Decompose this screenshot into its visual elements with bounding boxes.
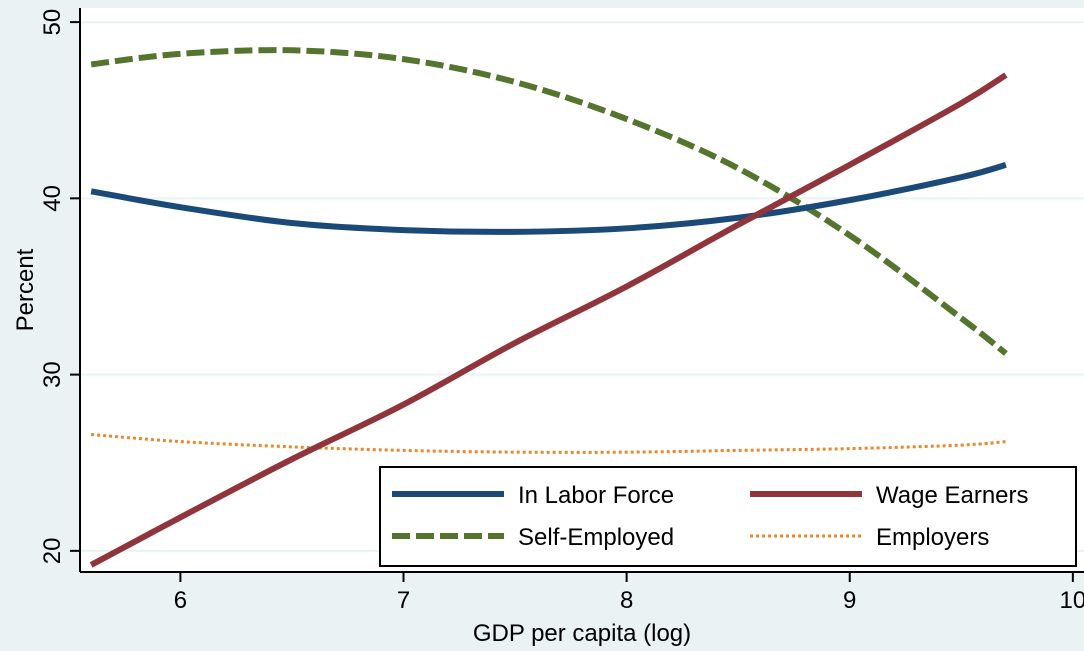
x-tick-label: 6 — [174, 587, 187, 614]
legend-label-employers: Employers — [876, 524, 989, 551]
series-lines — [89, 47, 1008, 568]
y-axis-title: Percent — [12, 248, 39, 331]
legend: In Labor Force Wage Earners Self-Employed E… — [379, 466, 1077, 567]
legend-box — [379, 466, 1077, 567]
y-tick-label: 20 — [39, 537, 66, 564]
legend-label-self-employed: Self-Employed — [518, 524, 674, 551]
legend-label-wage-earners: Wage Earners — [876, 482, 1029, 509]
x-tick-label: 7 — [397, 587, 410, 614]
y-tick-label: 50 — [39, 9, 66, 36]
x-tick-label: 10 — [1059, 587, 1084, 614]
x-tick-label: 9 — [843, 587, 856, 614]
x-tick-label: 8 — [620, 587, 633, 614]
series-line-in-labor-force — [90, 161, 1007, 235]
series-line-employers — [91, 433, 1007, 454]
axes: 20 30 40 50 6 7 8 9 10 — [39, 8, 1084, 614]
legend-label-in-labor-force: In Labor Force — [518, 482, 674, 509]
y-tick-label: 30 — [39, 361, 66, 388]
y-tick-label: 40 — [39, 185, 66, 212]
series-line-self-employed — [90, 47, 1008, 356]
series-line-wage-earners — [89, 72, 1008, 568]
x-axis-title: GDP per capita (log) — [473, 620, 691, 646]
